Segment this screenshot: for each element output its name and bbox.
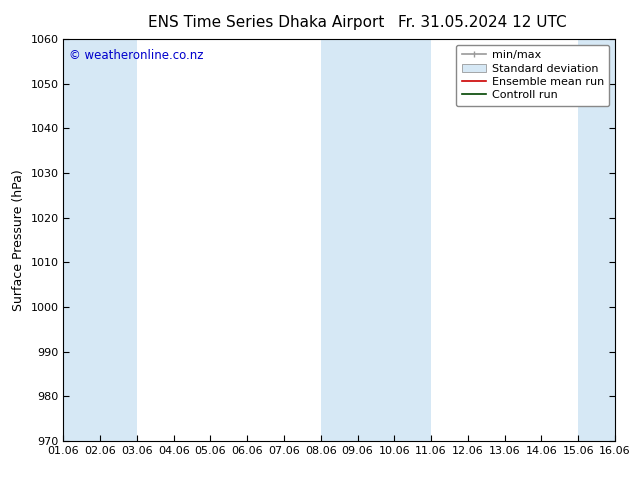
Y-axis label: Surface Pressure (hPa): Surface Pressure (hPa) — [12, 169, 25, 311]
Text: Fr. 31.05.2024 12 UTC: Fr. 31.05.2024 12 UTC — [398, 15, 566, 30]
Bar — [321, 39, 358, 441]
Text: © weatheronline.co.nz: © weatheronline.co.nz — [69, 49, 204, 62]
Text: ENS Time Series Dhaka Airport: ENS Time Series Dhaka Airport — [148, 15, 384, 30]
Bar — [358, 39, 394, 441]
Bar — [100, 39, 137, 441]
Bar — [578, 39, 615, 441]
Legend: min/max, Standard deviation, Ensemble mean run, Controll run: min/max, Standard deviation, Ensemble me… — [456, 45, 609, 106]
Bar — [394, 39, 431, 441]
Bar — [63, 39, 100, 441]
